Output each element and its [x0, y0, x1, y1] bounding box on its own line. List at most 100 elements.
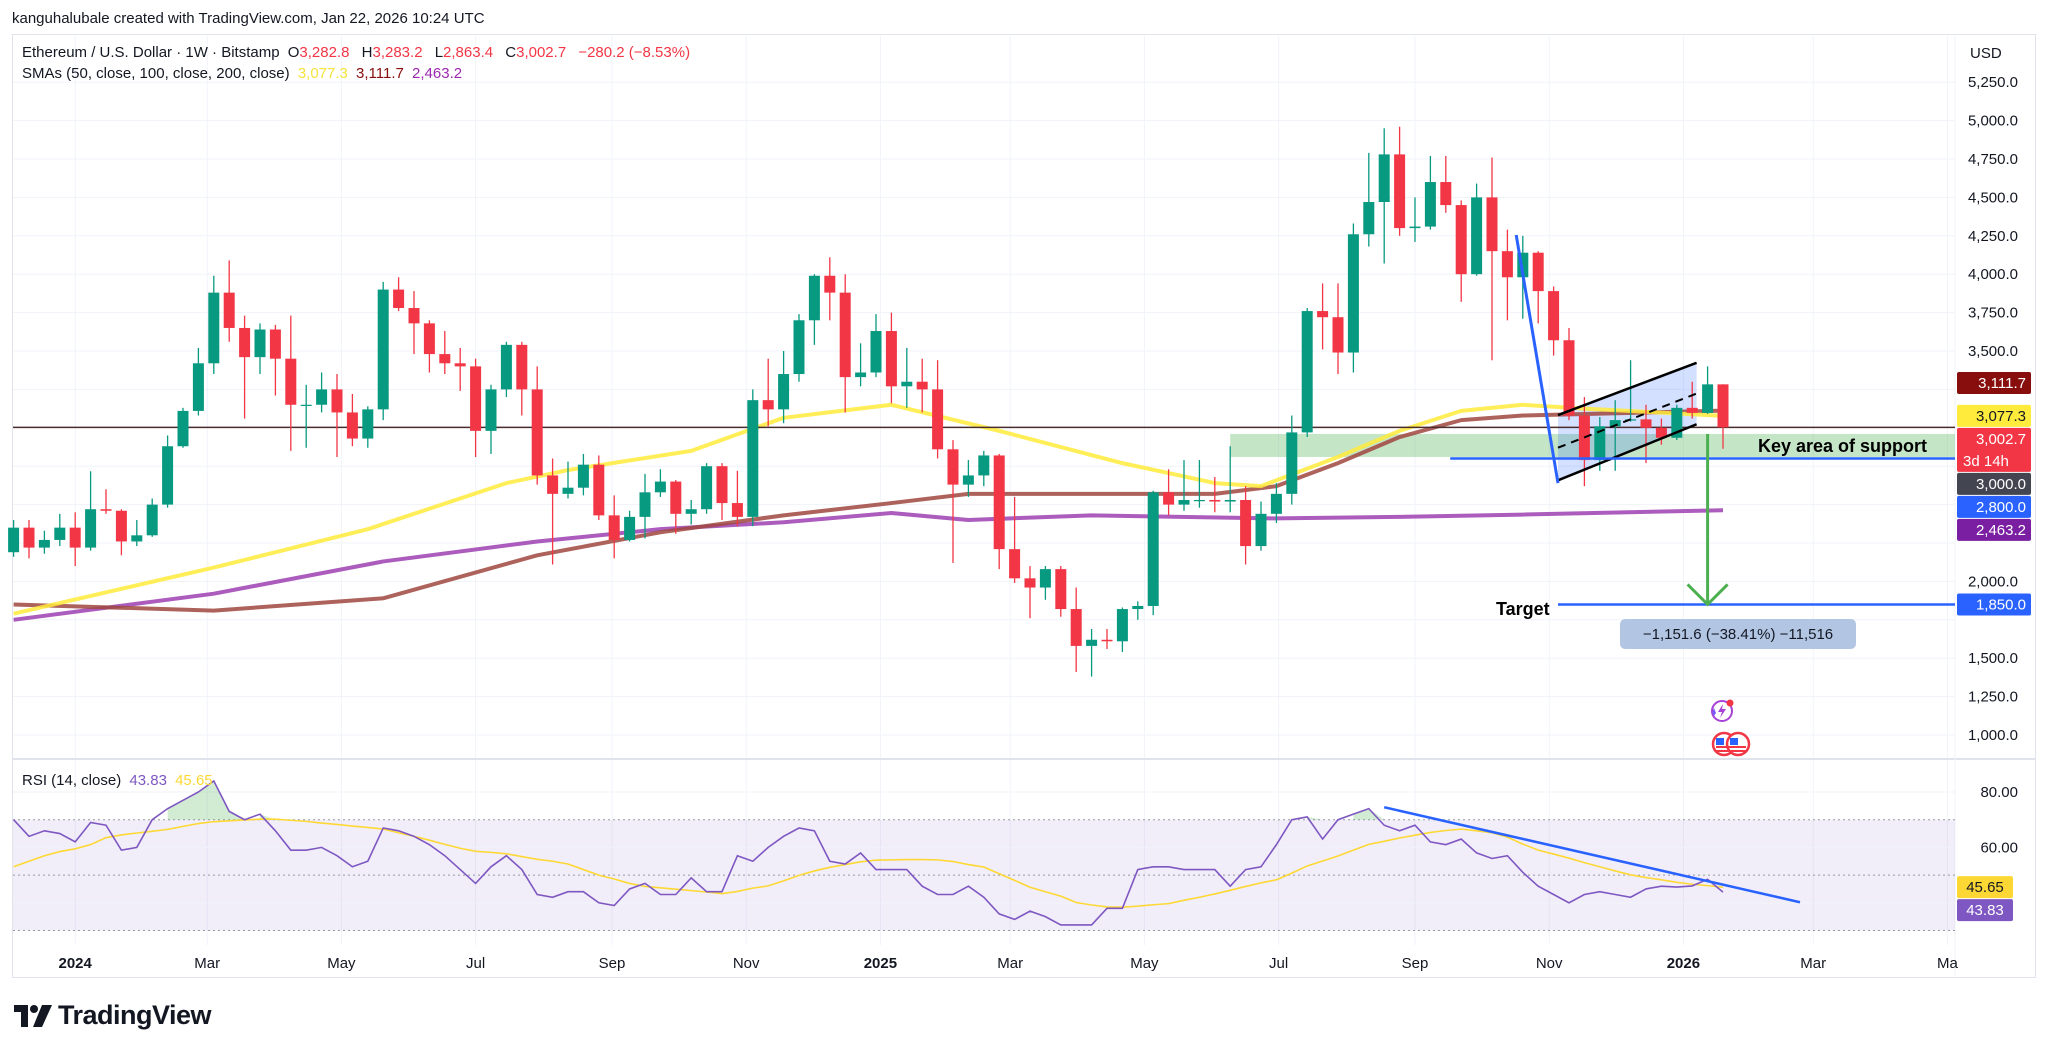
sma50-value: 3,077.3	[297, 65, 348, 82]
candle	[639, 473, 651, 539]
countdown-text: 3d 14h	[1963, 453, 2009, 470]
price-tick-label: 5,000.0	[1968, 113, 2018, 130]
candle-body	[131, 535, 143, 542]
candle-body	[1378, 154, 1390, 203]
candle-body	[901, 381, 913, 387]
candle	[69, 512, 81, 567]
time-tick-label: 2025	[864, 955, 897, 972]
time-tick-label: Jul	[466, 955, 485, 972]
price-label-badge: 3,000.0	[1957, 472, 2031, 495]
candle	[1409, 197, 1421, 242]
candle	[1132, 601, 1144, 620]
candle	[670, 480, 682, 534]
time-tick-label: Nov	[733, 955, 760, 972]
candle-body	[1009, 549, 1021, 579]
price-label-text: 2,800.0	[1976, 499, 2026, 516]
price-label-bg	[1957, 593, 2031, 616]
candle	[54, 513, 66, 547]
candle-body	[162, 446, 174, 505]
candle-body	[85, 509, 97, 548]
candle	[778, 351, 790, 424]
candle-body	[1424, 182, 1436, 227]
candle-body	[1039, 569, 1051, 588]
price-label-badge: 1,850.0	[1957, 593, 2031, 616]
price-label-badge: 3,077.3	[1957, 404, 2031, 427]
measure-label: −1,151.6 (−38.41%) −11,516	[1620, 619, 1856, 649]
candle-body	[38, 539, 50, 548]
candle-body	[1471, 197, 1483, 275]
candle	[701, 463, 713, 514]
candle	[131, 519, 143, 547]
price-label-bg	[1957, 472, 2031, 495]
candle-body	[839, 292, 851, 378]
chart-credit: kanguhalubale created with TradingView.c…	[12, 10, 485, 27]
candle-body	[1270, 493, 1282, 514]
candle	[500, 341, 512, 398]
sma-title[interactable]: SMAs (50, close, 100, close, 200, close)	[22, 65, 290, 82]
candle	[1394, 126, 1406, 236]
open-value: 3,282.8	[299, 44, 350, 61]
candle	[100, 489, 112, 514]
candle	[439, 331, 451, 375]
channel-upper-line	[1557, 361, 1698, 417]
candle-body	[639, 492, 651, 517]
economic-events-flag-icon[interactable]	[1710, 730, 1754, 758]
candle-body	[331, 389, 343, 413]
price-label-badge: 3,002.7 3d 14h	[1957, 427, 2031, 472]
channel-lower-line	[1557, 423, 1698, 482]
candle	[254, 323, 266, 375]
price-tick-label: 4,000.0	[1968, 266, 2018, 283]
candle	[408, 291, 420, 355]
lightning-badge-icon[interactable]	[1707, 697, 1735, 725]
candle	[1332, 283, 1344, 375]
price-tick-label: 5,250.0	[1968, 74, 2018, 91]
candle	[1147, 490, 1159, 616]
support-zone-label: Key area of support	[1758, 436, 1928, 456]
candle-body	[1086, 639, 1098, 646]
time-tick-label: Mar	[1800, 955, 1826, 972]
rsi-value: 43.83	[129, 772, 167, 789]
candle	[1440, 155, 1452, 213]
candle	[932, 360, 944, 459]
rsi-legend: RSI (14, close) 43.83 45.65	[22, 772, 217, 789]
candle-body	[870, 331, 882, 373]
currency-label[interactable]: USD	[1970, 45, 2002, 62]
candle-body	[593, 464, 605, 516]
candle-body	[208, 292, 220, 364]
candle	[454, 347, 466, 391]
candle	[1347, 223, 1359, 373]
candle-body	[624, 516, 636, 540]
tradingview-logo[interactable]: TradingView	[14, 1000, 212, 1031]
price-label-bg	[1957, 518, 2031, 541]
support-zone	[1230, 433, 1955, 457]
candle	[1563, 327, 1575, 421]
rsi-title[interactable]: RSI (14, close)	[22, 772, 122, 789]
time-tick-label: Mar	[194, 955, 220, 972]
candle-body	[1455, 205, 1467, 275]
price-tick-label: 3,750.0	[1968, 305, 2018, 322]
candle	[885, 312, 897, 404]
candle-body	[146, 504, 158, 536]
symbol-title[interactable]: Ethereum / U.S. Dollar · 1W · Bitstamp	[22, 44, 280, 61]
candle-body	[1286, 432, 1298, 494]
candle-body	[177, 410, 189, 447]
candle	[269, 324, 281, 396]
candle-body	[608, 515, 620, 540]
candle-body	[1347, 234, 1359, 353]
rsi-label-text: 43.83	[1966, 902, 2004, 919]
candle	[1055, 566, 1067, 617]
candle	[300, 384, 312, 448]
price-tick-label: 1,500.0	[1968, 650, 2018, 667]
candle	[1424, 155, 1436, 230]
rsi-overbought-fill	[1353, 808, 1385, 820]
candle-body	[377, 289, 389, 410]
candle	[362, 406, 374, 448]
candle	[1024, 566, 1036, 619]
candle-body	[115, 510, 127, 542]
candle-body	[1563, 340, 1575, 416]
candle-body	[362, 409, 374, 439]
price-label-badge: 3,111.7	[1957, 372, 2031, 394]
candle	[947, 440, 959, 563]
price-label-text: 3,000.0	[1976, 476, 2026, 493]
